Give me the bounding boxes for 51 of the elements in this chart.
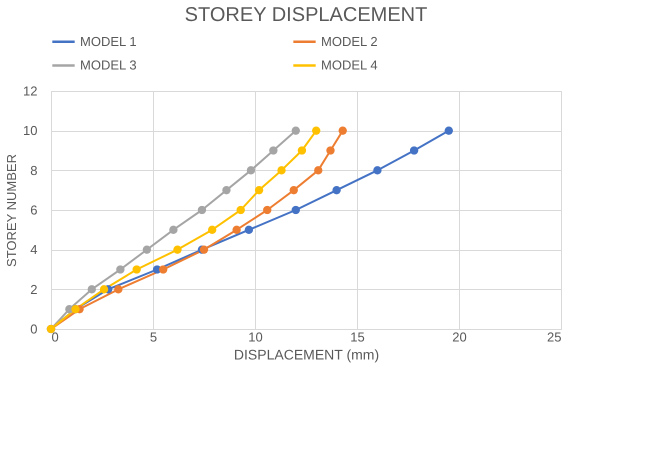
x-tick-label: 20 (452, 330, 467, 344)
y-tick-label: 12 (23, 84, 38, 98)
point (114, 285, 123, 294)
point (116, 265, 125, 274)
point (338, 126, 347, 135)
x-tick-label: 0 (52, 330, 59, 344)
x-tick-label: 25 (547, 330, 562, 344)
point (292, 126, 300, 135)
legend-label: MODEL 1 (80, 34, 137, 49)
x-tick-label: 15 (350, 330, 365, 344)
chart-title: STOREY DISPLACEMENT (184, 4, 428, 26)
point (269, 146, 278, 155)
point (244, 226, 254, 234)
point (444, 126, 453, 135)
x-tick-label: 5 (150, 330, 158, 344)
point (232, 226, 241, 234)
point (277, 166, 286, 175)
point (142, 245, 152, 254)
point (208, 226, 216, 234)
x-axis-title: DISPLACEMENT (mm) (234, 346, 380, 362)
y-tick-label: 4 (30, 242, 38, 258)
point (298, 146, 306, 155)
x-tick-label: 10 (248, 330, 263, 344)
point (132, 265, 141, 274)
point (312, 126, 320, 135)
legend-label: MODEL 4 (321, 58, 378, 72)
point (326, 146, 335, 155)
point (314, 166, 322, 175)
y-tick-label: 8 (30, 162, 38, 178)
legend-label: MODEL 3 (80, 58, 137, 72)
y-tick-label: 2 (30, 282, 38, 297)
point (410, 146, 418, 155)
point (198, 206, 206, 214)
point (100, 285, 108, 294)
point (159, 265, 168, 274)
legend-label: MODEL 2 (321, 34, 378, 49)
point (332, 186, 341, 194)
point (373, 166, 382, 175)
point (169, 226, 178, 234)
point (173, 245, 182, 254)
y-tick-label: 6 (30, 202, 38, 218)
y-axis-title: STOREY NUMBER (4, 154, 20, 267)
point (88, 285, 96, 294)
point (222, 186, 231, 194)
point (246, 166, 256, 175)
point (290, 186, 298, 194)
point (254, 186, 264, 194)
point (263, 206, 272, 214)
point (236, 206, 245, 214)
point (292, 206, 300, 214)
y-tick-label: 10 (23, 123, 38, 138)
